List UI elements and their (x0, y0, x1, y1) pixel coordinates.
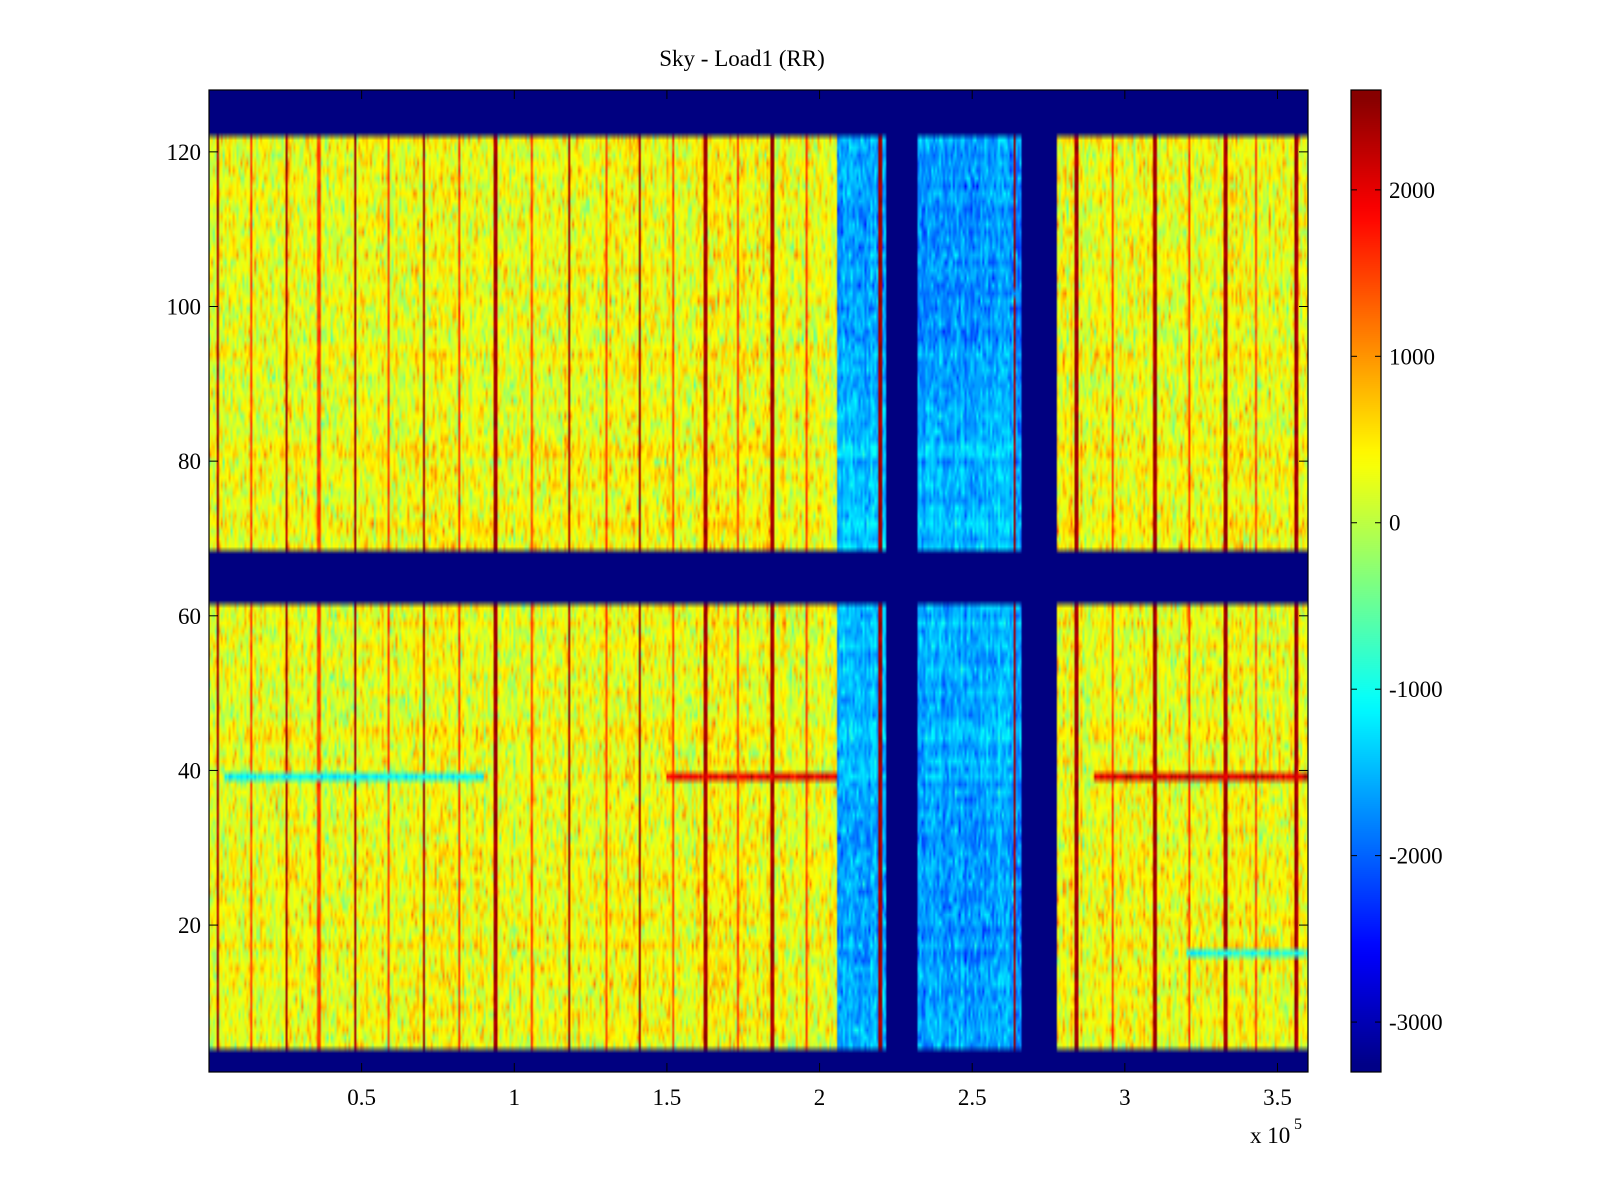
y-tick-label: 100 (167, 295, 202, 320)
chart-title: Sky - Load1 (RR) (659, 46, 824, 71)
x-exponent-base: x 10 (1250, 1123, 1290, 1148)
x-exponent-power: 5 (1294, 1116, 1302, 1133)
y-tick-label: 120 (167, 140, 202, 165)
x-tick-label: 1 (509, 1085, 521, 1110)
x-tick-label: 3.5 (1263, 1085, 1292, 1110)
colorbar-tick-label: -2000 (1389, 844, 1443, 869)
plot-axes-box (208, 89, 1309, 1073)
heatmap-image (209, 90, 1308, 1072)
colorbar-tick-label: 1000 (1389, 344, 1435, 369)
colorbar-ticks: -3000 -2000 -1000 0 1000 2000 (1351, 178, 1443, 1035)
y-tick-label: 40 (178, 758, 201, 783)
y-tick-label: 80 (178, 449, 201, 474)
y-tick-label: 60 (178, 604, 201, 629)
x-tick-label: 2.5 (958, 1085, 987, 1110)
x-tick-label: 2 (814, 1085, 826, 1110)
x-tick-label: 3 (1119, 1085, 1131, 1110)
colorbar-tick-label: -3000 (1389, 1010, 1443, 1035)
colorbar-tick-label: 2000 (1389, 178, 1435, 203)
colorbar: -3000 -2000 -1000 0 1000 2000 (1350, 89, 1443, 1073)
x-exponent-label: x 10 5 (1250, 1116, 1302, 1148)
colorbar-image (1351, 90, 1381, 1072)
heatmap-plot-area (209, 90, 1308, 1072)
y-tick-label: 20 (178, 913, 201, 938)
colorbar-frame (1350, 89, 1382, 1073)
colorbar-tick-label: -1000 (1389, 677, 1443, 702)
x-axis-ticks: 0.5 1 1.5 2 2.5 3 3.5 (347, 90, 1292, 1110)
y-axis-ticks: 20 40 60 80 100 120 (167, 140, 1308, 938)
x-tick-label: 0.5 (347, 1085, 376, 1110)
x-tick-label: 1.5 (653, 1085, 682, 1110)
colorbar-tick-label: 0 (1389, 511, 1401, 536)
